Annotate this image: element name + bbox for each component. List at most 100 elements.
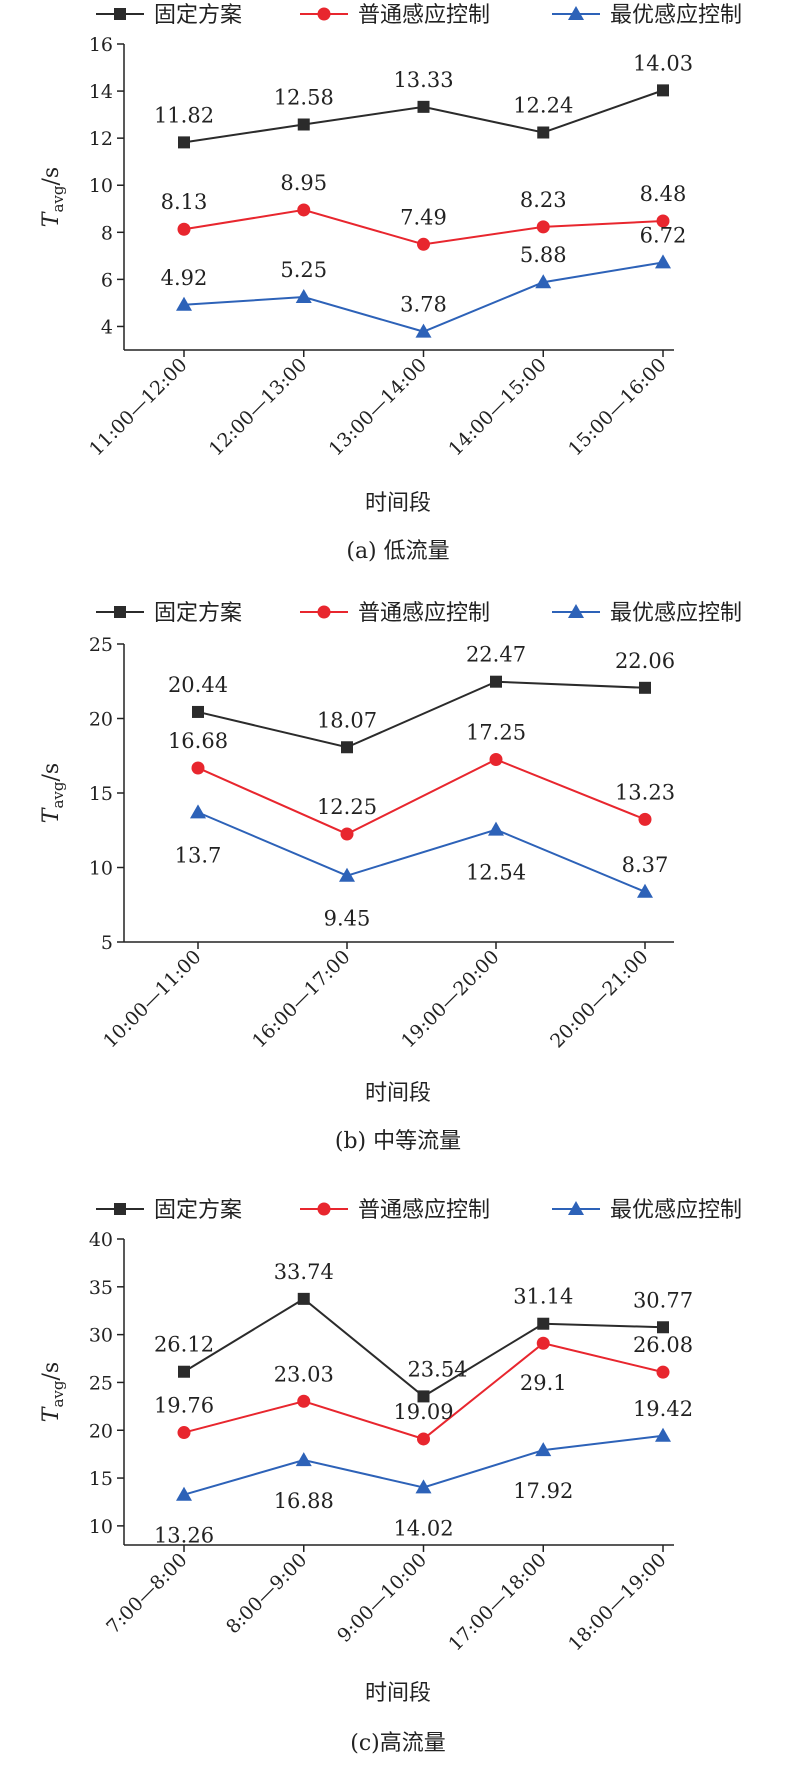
y-tick-label: 8 [101,222,113,244]
series-2: 13.7 9.45 12.54 8.37 [175,804,669,931]
x-tick-label: 7:00—8:00 [102,1549,191,1638]
data-point [341,741,353,754]
data-label: 30.77 [633,1288,693,1312]
data-point [177,1426,191,1440]
y-tick-label: 25 [89,634,113,656]
data-label: 23.03 [274,1362,334,1386]
legend-label: 最优感应控制 [610,3,742,28]
legend-marker [317,605,331,619]
series-line [197,811,646,893]
data-point [535,274,552,289]
data-point [339,867,355,882]
series-line [197,758,646,836]
y-tick-label: 15 [89,1468,113,1490]
data-point [637,883,653,898]
data-label: 13.33 [393,68,453,92]
series-2: 4.92 5.25 3.78 5.88 6.72 [161,223,686,338]
y-axis-title: Tavg/s [39,1362,67,1422]
legend-marker [114,1203,126,1215]
x-axis-title: 时间段 [365,1081,431,1106]
data-label: 16.88 [274,1489,334,1513]
series-0: 20.44 18.07 22.47 22.06 [168,643,675,754]
x-tick-label: 17:00—18:00 [444,1549,550,1655]
data-point [297,203,311,217]
y-tick-label: 10 [89,175,113,197]
data-point [657,84,669,97]
y-tick-label: 14 [89,81,113,103]
chart-panel-2: 固定方案 普通感应控制 最优感应控制 10 15 20 25 30 35 40 7:00—8:00 8… [39,1198,742,1756]
series-line [183,1297,664,1398]
y-tick-label: 20 [89,709,113,731]
data-point [537,126,550,139]
data-label: 8.48 [640,182,687,206]
data-point [192,705,204,718]
data-point [656,1365,670,1379]
legend-marker [317,1202,331,1216]
chart-panel-1: 固定方案 普通感应控制 最优感应控制 5 10 15 20 25 10:00—11:00 16:0… [39,601,742,1154]
data-point [639,681,651,694]
legend-label: 固定方案 [154,1198,242,1223]
data-label: 8.37 [622,853,669,877]
data-point [417,1432,430,1446]
data-point [176,296,192,311]
data-label: 4.92 [161,266,208,290]
x-tick-label: 10:00—11:00 [99,946,205,1052]
data-point [537,1317,550,1330]
data-label: 22.06 [615,649,675,673]
data-label: 12.25 [317,795,377,819]
data-label: 23.54 [407,1357,467,1381]
legend-marker [114,606,126,618]
legend-label: 普通感应控制 [358,1198,490,1223]
legend-label: 最优感应控制 [610,1198,742,1223]
x-tick-label: 8:00—9:00 [222,1549,311,1638]
x-axis-title: 时间段 [365,491,431,516]
y-tick-label: 15 [89,783,113,805]
data-point [190,804,206,819]
data-point [191,761,205,775]
x-tick-label: 12:00—13:00 [205,354,311,460]
data-point [178,1365,190,1378]
x-tick-label: 19:00—20:00 [397,946,503,1052]
legend-label: 最优感应控制 [610,601,742,626]
legend-marker [568,604,584,618]
data-point [417,1390,430,1403]
data-label: 19.76 [154,1394,214,1418]
legend-entry: 最优感应控制 [552,1198,742,1223]
x-tick-label: 13:00—14:00 [325,354,431,460]
data-point [340,827,354,841]
data-label: 5.88 [520,243,567,267]
data-label: 12.54 [466,861,526,885]
data-label: 16.68 [168,729,228,753]
y-tick-label: 6 [101,269,113,291]
data-label: 14.02 [393,1516,453,1540]
x-tick-label: 9:00—10:00 [333,1549,431,1647]
data-point [535,1442,552,1457]
data-point [488,821,504,836]
data-point [536,220,550,234]
data-label: 14.03 [633,51,693,75]
data-label: 3.78 [400,293,447,317]
data-label: 17.25 [466,720,526,744]
data-label: 18.07 [317,708,377,732]
data-label: 5.25 [280,258,327,282]
y-tick-label: 5 [101,932,113,954]
legend-label: 固定方案 [154,3,242,28]
y-tick-label: 30 [89,1325,113,1347]
series-0: 11.82 12.58 13.33 12.24 14.03 [154,51,693,149]
data-label: 19.09 [393,1400,453,1424]
x-axis-title: 时间段 [365,1681,431,1706]
legend-marker [114,8,126,20]
data-point [638,812,652,826]
x-tick-label: 18:00—19:00 [564,1549,670,1655]
data-label: 9.45 [324,907,371,931]
legend-entry: 最优感应控制 [552,3,742,28]
series-1: 8.13 8.95 7.49 8.23 8.48 [161,171,687,251]
data-point [656,214,670,228]
data-label: 26.12 [154,1333,214,1357]
y-tick-label: 4 [101,316,113,338]
y-tick-label: 35 [89,1277,113,1299]
y-tick-label: 10 [89,858,113,880]
data-label: 8.23 [520,188,567,212]
data-point [490,675,502,688]
